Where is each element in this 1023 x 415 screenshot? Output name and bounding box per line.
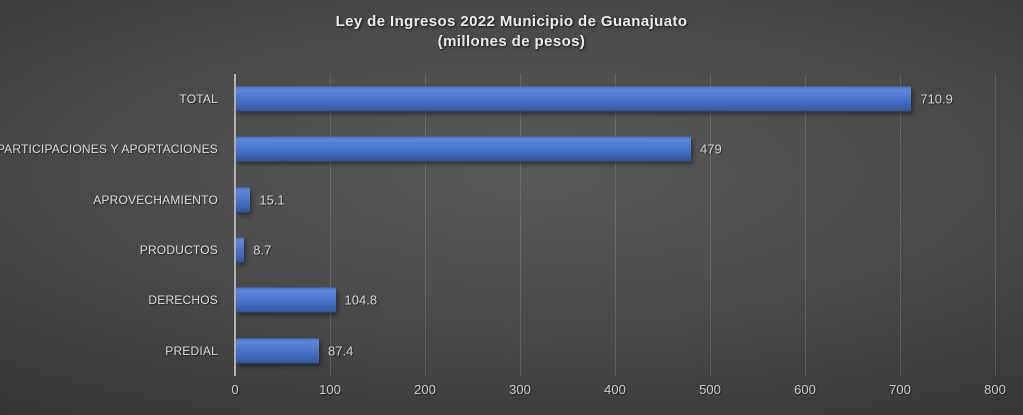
chart-title: Ley de Ingresos 2022 Municipio de Guanaj… [0, 12, 1023, 52]
value-label: 15.1 [259, 192, 285, 208]
category-label: PREDIAL [165, 343, 218, 358]
gridline [330, 74, 331, 376]
x-axis-tick-label: 200 [414, 382, 436, 397]
x-axis-tick-label: 700 [889, 382, 911, 397]
bar-aprovechamiento [236, 187, 251, 213]
category-label: PARTICIPACIONES Y APORTACIONES [0, 142, 218, 157]
value-label: 8.7 [253, 242, 272, 258]
y-axis-line [234, 74, 236, 376]
chart-title-line-1: Ley de Ingresos 2022 Municipio de Guanaj… [335, 13, 688, 30]
bar-row: 8.7 [235, 225, 995, 275]
value-label: 479 [700, 141, 722, 157]
x-axis-tick-label: 0 [231, 382, 239, 397]
x-axis-tick-label: 300 [509, 382, 531, 397]
plot-area: 710.9 479 15.1 8.7 104.8 87.4 [234, 74, 996, 376]
bar-derechos [236, 287, 336, 313]
x-axis: 0 100 200 300 400 500 600 700 800 [231, 382, 1005, 404]
gridline [425, 74, 426, 376]
bar-total [236, 86, 912, 112]
x-axis-tick-label: 600 [794, 382, 816, 397]
gridline [995, 74, 996, 376]
bar-row: 710.9 [235, 74, 995, 124]
value-label: 710.9 [920, 91, 953, 107]
gridline [900, 74, 901, 376]
category-label: PRODUCTOS [139, 243, 218, 258]
category-label: DERECHOS [148, 293, 218, 308]
category-label: TOTAL [179, 92, 218, 107]
x-axis-tick-label: 100 [319, 382, 341, 397]
gridline [615, 74, 616, 376]
bar-row: 479 [235, 124, 995, 174]
chart-title-line-2: (millones de pesos) [437, 33, 586, 50]
bar-row: 87.4 [235, 326, 995, 376]
gridline [805, 74, 806, 376]
x-axis-tick-label: 400 [604, 382, 626, 397]
x-axis-tick-label: 500 [699, 382, 721, 397]
gridline [520, 74, 521, 376]
x-axis-tick-label: 800 [984, 382, 1006, 397]
value-label: 87.4 [328, 343, 354, 359]
bar-productos [236, 237, 245, 263]
bar-participaciones-y-aportaciones [236, 136, 692, 162]
gridline [710, 74, 711, 376]
bar-row: 15.1 [235, 175, 995, 225]
bar-row: 104.8 [235, 275, 995, 325]
bar-predial [236, 338, 320, 364]
value-label: 104.8 [344, 292, 378, 308]
category-label: APROVECHAMIENTO [93, 192, 218, 207]
category-axis: TOTAL PARTICIPACIONES Y APORTACIONES APROV… [0, 74, 226, 376]
